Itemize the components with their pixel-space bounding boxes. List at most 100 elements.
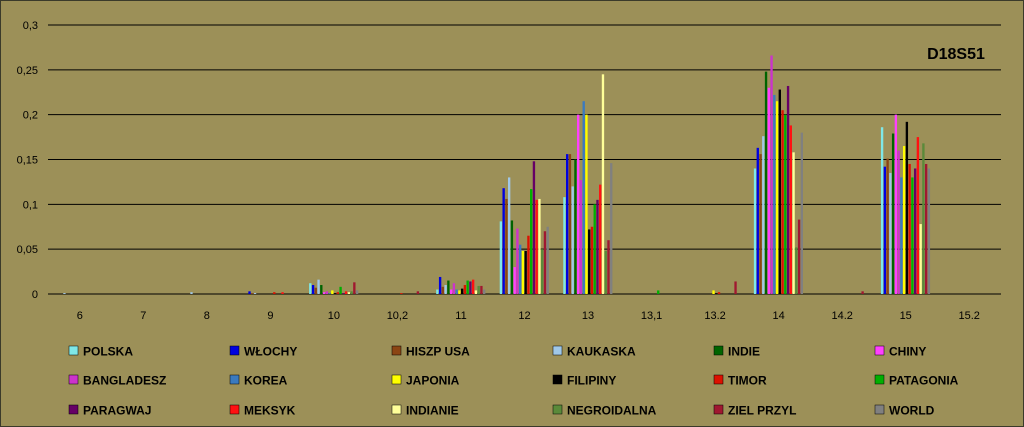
bar (607, 240, 610, 294)
legend-swatch (874, 404, 885, 415)
bar (585, 114, 588, 294)
legend-swatch (552, 404, 563, 415)
bar (458, 290, 461, 294)
bar (535, 199, 538, 294)
bar (507, 177, 511, 294)
x-tick-label: 13,1 (641, 310, 662, 322)
bar (897, 150, 900, 294)
x-tick-label: 15.2 (958, 310, 979, 322)
legend-label: PATAGONIA (889, 374, 959, 388)
bar (924, 163, 928, 294)
bar (908, 163, 911, 294)
bar (795, 247, 798, 294)
bar (281, 292, 284, 294)
bar (800, 132, 804, 294)
bar (63, 293, 66, 294)
bar (333, 293, 337, 294)
bar (474, 290, 478, 294)
legend-label: MEKSYK (244, 404, 296, 418)
bar (314, 287, 317, 294)
x-axis: 6 7 8 9 10 10,2 11 12 13 13,1 13.2 14 14.2 15 15.2 (77, 310, 980, 322)
legend-label: HISZP USA (406, 345, 470, 359)
bar (499, 221, 503, 294)
bar (712, 290, 715, 294)
bar (767, 87, 770, 295)
x-tick-label: 9 (267, 310, 273, 322)
legend-swatch (68, 345, 79, 356)
bar (449, 289, 453, 294)
bar (502, 188, 505, 294)
bar (604, 250, 607, 294)
bar (322, 292, 326, 294)
bar (436, 289, 439, 294)
legend-swatch (68, 404, 79, 415)
bar (905, 121, 909, 294)
bar (524, 250, 527, 294)
bar (588, 229, 591, 294)
bar (471, 279, 475, 294)
bar (861, 291, 864, 294)
bar (775, 101, 779, 294)
bar (778, 89, 781, 294)
legend-label: TIMOR (728, 374, 767, 388)
bar (590, 226, 594, 294)
bar (482, 289, 486, 294)
bar (344, 291, 348, 294)
bar (762, 136, 765, 294)
bar (469, 281, 472, 294)
bar (593, 204, 596, 294)
bar (325, 291, 328, 294)
legend-label: ZIEL PRZYL (728, 404, 796, 418)
x-tick-label: 8 (204, 310, 210, 322)
chart-title: D18S51 (927, 46, 985, 63)
legend-label: JAPONIA (406, 374, 460, 388)
legend-label: KOREA (244, 374, 288, 388)
bar (480, 285, 483, 294)
bar (886, 158, 889, 294)
bar (331, 290, 334, 294)
bar (320, 285, 323, 294)
bar (764, 71, 768, 294)
bar (601, 74, 605, 294)
y-tick-label: 0,2 (23, 110, 38, 122)
bar (922, 143, 925, 294)
bar (452, 283, 456, 294)
x-tick-label: 10 (328, 310, 340, 322)
legend-label: INDIE (728, 345, 760, 359)
bar (328, 293, 331, 294)
legend-swatch (713, 374, 724, 385)
bar (190, 292, 193, 294)
bar (466, 280, 469, 294)
x-tick-label: 13 (582, 310, 594, 322)
bar (574, 159, 577, 294)
x-tick-label: 15 (900, 310, 912, 322)
bar (353, 282, 356, 294)
bar (927, 168, 931, 294)
bar (463, 285, 467, 294)
gridlines (48, 24, 1001, 295)
legend: POLSKA WŁOCHY HISZP USA KAUKASKA INDIE CHINY B… (68, 345, 959, 418)
bar (527, 235, 530, 294)
legend-swatch (552, 345, 563, 356)
bar (792, 152, 795, 294)
bar (883, 166, 887, 294)
y-tick-label: 0,1 (23, 199, 38, 211)
bar (911, 177, 914, 294)
y-tick-label: 0,15 (17, 155, 38, 167)
x-tick-label: 13.2 (704, 310, 725, 322)
bar (789, 125, 792, 295)
y-tick-label: 0 (32, 289, 38, 301)
bar (894, 114, 898, 294)
bar (577, 114, 580, 294)
bar (579, 180, 583, 294)
bar (657, 290, 660, 294)
bar (513, 267, 516, 294)
bar (541, 249, 544, 294)
bar (773, 94, 776, 294)
bar (784, 114, 787, 294)
legend-swatch (874, 345, 885, 356)
bar (355, 290, 359, 294)
legend-label: PARAGWAJ (83, 404, 151, 418)
